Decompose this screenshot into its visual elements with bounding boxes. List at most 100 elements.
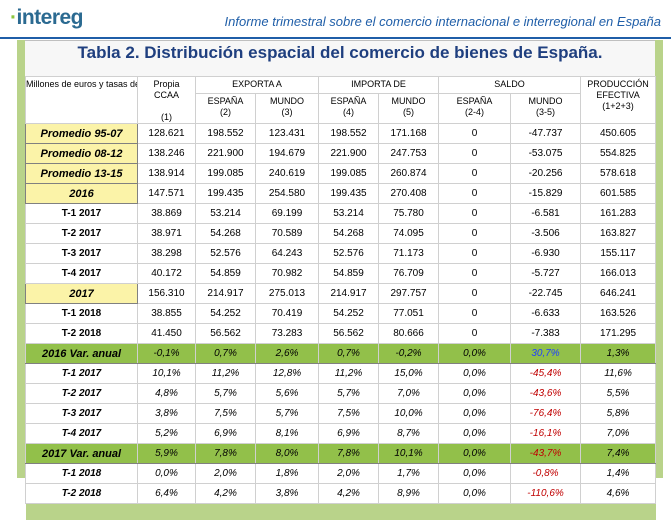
table-cell: 64.243 — [256, 244, 319, 264]
table-cell: 4,2% — [319, 484, 379, 504]
table-cell: 161.283 — [581, 204, 656, 224]
table-cell: 7,5% — [319, 404, 379, 424]
table-cell: 12,8% — [256, 364, 319, 384]
row-label: 2016 Var. anual — [26, 344, 138, 364]
table-cell: 0 — [439, 144, 511, 164]
table-cell: 0 — [439, 224, 511, 244]
table-cell: 5,6% — [256, 384, 319, 404]
table-cell: -0,1% — [138, 344, 196, 364]
table-cell: 4,6% — [581, 484, 656, 504]
table-cell: 199.085 — [196, 164, 256, 184]
header-sal-mundo: MUNDO(3-5) — [511, 93, 581, 123]
row-label: T-4 2017 — [26, 264, 138, 284]
table-cell: 171.295 — [581, 324, 656, 344]
table-cell: 1,4% — [581, 464, 656, 484]
row-label: Promedio 13-15 — [26, 164, 138, 184]
table-cell: 70.419 — [256, 304, 319, 324]
table-cell: 0,7% — [319, 344, 379, 364]
table-cell: 54.268 — [319, 224, 379, 244]
header-exp-espana: ESPAÑA(2) — [196, 93, 256, 123]
table-cell: 260.874 — [379, 164, 439, 184]
table-cell: 199.435 — [319, 184, 379, 204]
table-cell: 38.298 — [138, 244, 196, 264]
row-label: 2017 Var. anual — [26, 444, 138, 464]
table-cell: 6,9% — [196, 424, 256, 444]
table-cell: -20.256 — [511, 164, 581, 184]
table-cell: 198.552 — [196, 124, 256, 144]
table-cell: 8,7% — [379, 424, 439, 444]
table-cell: 7,4% — [581, 444, 656, 464]
table-cell: 578.618 — [581, 164, 656, 184]
table-cell: 11,6% — [581, 364, 656, 384]
table-cell: 3,8% — [138, 404, 196, 424]
row-label: T-3 2017 — [26, 244, 138, 264]
table-cell: 38.971 — [138, 224, 196, 244]
intereg-logo: ·intereg — [10, 6, 83, 30]
table-cell: 554.825 — [581, 144, 656, 164]
table-cell: 1,3% — [581, 344, 656, 364]
page-header: ·intereg Informe trimestral sobre el com… — [0, 0, 671, 38]
table-cell: 80.666 — [379, 324, 439, 344]
table-cell: 0 — [439, 244, 511, 264]
frame-left-border — [17, 40, 25, 478]
table-cell: 5,9% — [138, 444, 196, 464]
table-cell: 646.241 — [581, 284, 656, 304]
table-cell: -45,4% — [511, 364, 581, 384]
row-label: Promedio 95-07 — [26, 124, 138, 144]
table-cell: 156.310 — [138, 284, 196, 304]
table-cell: 2,0% — [319, 464, 379, 484]
table-cell: 52.576 — [196, 244, 256, 264]
table-cell: 4,2% — [196, 484, 256, 504]
table-cell: 54.268 — [196, 224, 256, 244]
table-cell: 3,8% — [256, 484, 319, 504]
table-cell: 0 — [439, 204, 511, 224]
row-label: Promedio 08-12 — [26, 144, 138, 164]
header-exporta: EXPORTA A — [196, 77, 319, 94]
table-cell: 76.709 — [379, 264, 439, 284]
row-label: T-1 2017 — [26, 204, 138, 224]
table-cell: 41.450 — [138, 324, 196, 344]
table-cell: -43,6% — [511, 384, 581, 404]
row-label: T-3 2017 — [26, 404, 138, 424]
table-cell: 0,0% — [439, 484, 511, 504]
table-cell: -47.737 — [511, 124, 581, 144]
table-cell: 53.214 — [319, 204, 379, 224]
row-label: 2016 — [26, 184, 138, 204]
table-cell: 10,1% — [138, 364, 196, 384]
table-cell: 6,9% — [319, 424, 379, 444]
table-footer-band — [26, 504, 656, 520]
table-cell: 199.085 — [319, 164, 379, 184]
table-cell: -6.633 — [511, 304, 581, 324]
footer-cell — [581, 504, 656, 520]
table-cell: -0,8% — [511, 464, 581, 484]
table-cell: 0 — [439, 324, 511, 344]
table-cell: -15.829 — [511, 184, 581, 204]
table-cell: 199.435 — [196, 184, 256, 204]
table-cell: 0,0% — [138, 464, 196, 484]
table-cell: 7,8% — [319, 444, 379, 464]
table-cell: -7.383 — [511, 324, 581, 344]
table-cell: 0,0% — [439, 344, 511, 364]
table-cell: 2,0% — [196, 464, 256, 484]
table-cell: 138.246 — [138, 144, 196, 164]
table-cell: -110,6% — [511, 484, 581, 504]
footer-cell — [138, 504, 196, 520]
table-cell: 7,0% — [581, 424, 656, 444]
table-cell: 0 — [439, 164, 511, 184]
table-cell: 0,0% — [439, 364, 511, 384]
row-label: T-1 2018 — [26, 304, 138, 324]
table-cell: 0,0% — [439, 404, 511, 424]
row-label: T-2 2017 — [26, 224, 138, 244]
table-cell: 198.552 — [319, 124, 379, 144]
row-label: T-2 2018 — [26, 324, 138, 344]
table-cell: 75.780 — [379, 204, 439, 224]
table-cell: -76,4% — [511, 404, 581, 424]
